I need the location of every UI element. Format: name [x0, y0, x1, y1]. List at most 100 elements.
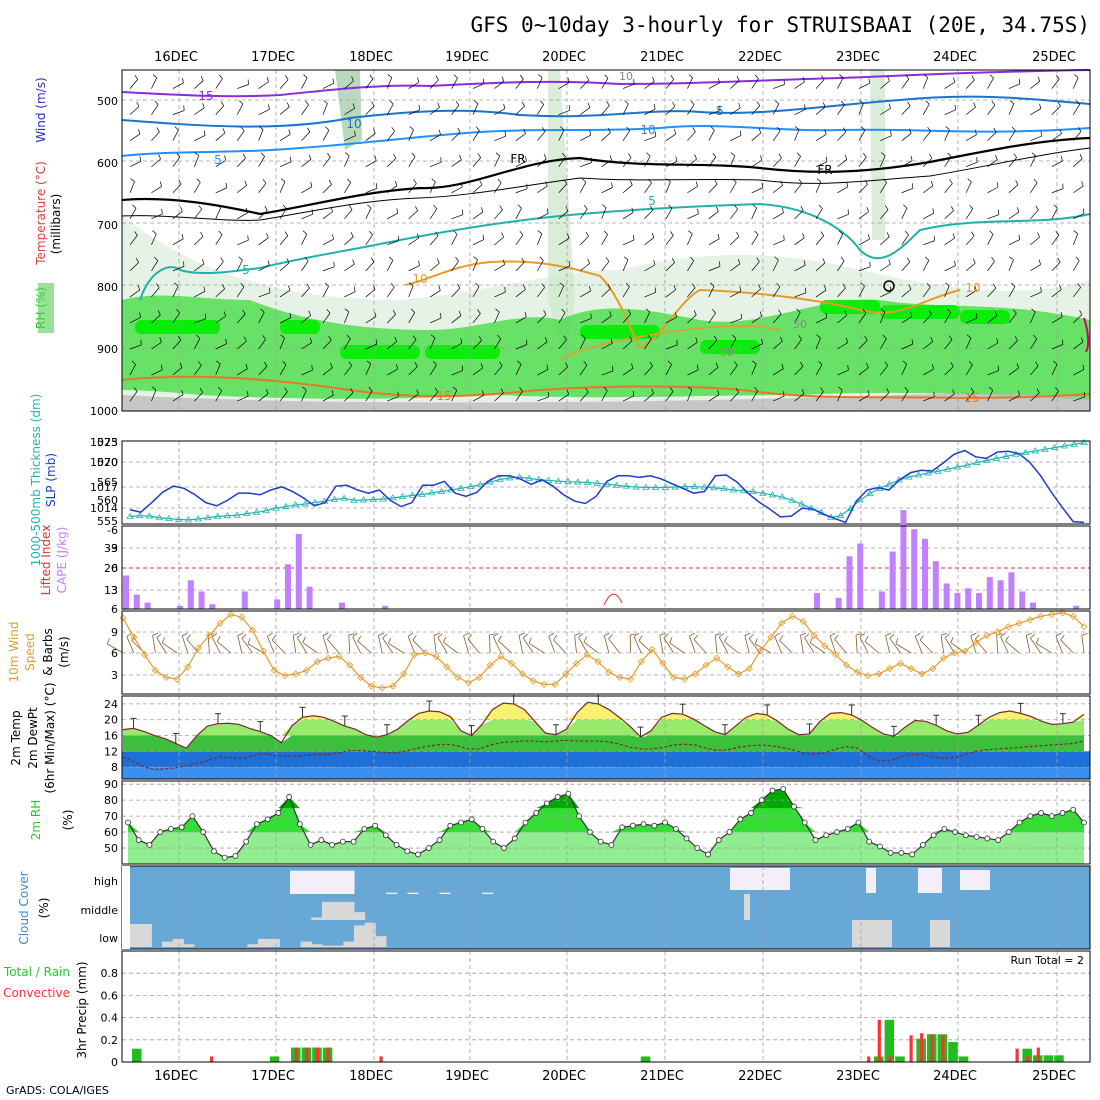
wind-barb-flag: [947, 152, 952, 157]
lifted-index-label: Lifted Index: [39, 525, 53, 596]
wind-barb: [729, 155, 736, 167]
wind-speed-point: [626, 675, 635, 683]
cloud-high-bar: [311, 870, 323, 894]
wind-barb: [665, 181, 671, 193]
thickness-point: [1070, 440, 1078, 447]
rh-point: [221, 854, 228, 861]
temp-10-branch: [559, 325, 781, 361]
wind-barb-flag: [809, 637, 814, 643]
wind-barb-flag: [370, 257, 375, 263]
wind-barb: [172, 266, 185, 272]
wind-barb: [601, 105, 610, 115]
temp-2m-label: 2m Temp: [9, 710, 23, 765]
cape-bar: [1030, 602, 1037, 609]
rh-point: [1016, 819, 1023, 826]
wind-barb-flag: [696, 364, 699, 370]
wind-barb-flag: [260, 152, 265, 157]
wind-barb: [498, 640, 512, 654]
wind-barb-flag: [1034, 361, 1039, 367]
wind-barb-flag: [971, 231, 975, 237]
rh-point: [458, 819, 464, 826]
cloud-middle-bar: [311, 917, 323, 920]
wind-barb-flag: [976, 157, 978, 163]
wind-barb-flag: [216, 360, 221, 365]
wind-barb-flag: [800, 205, 804, 211]
wind-barb-flag: [971, 75, 975, 81]
wind-barb: [858, 313, 867, 324]
precip-convective-bar: [877, 1019, 881, 1062]
wind-barb: [279, 106, 290, 115]
wind-barb-flag: [1082, 208, 1085, 214]
wind-barb: [772, 185, 783, 194]
wind-barb-flag: [611, 182, 613, 188]
thickness-point: [729, 486, 738, 493]
wind-barb-flag: [738, 103, 741, 109]
wind-units-label: (m/s): [57, 636, 71, 667]
wind-barb: [1000, 636, 1009, 654]
wind-barb: [386, 260, 394, 272]
wind-barb: [944, 637, 955, 654]
wind-barb-flag: [996, 338, 999, 344]
rh-point: [995, 837, 1001, 843]
wind-barb: [322, 286, 329, 298]
wind-barb: [580, 134, 591, 141]
wind-barb: [267, 636, 275, 654]
wind-barb-flag: [200, 75, 204, 81]
wind-barb: [1008, 157, 1017, 167]
cloud-patch: [852, 920, 892, 947]
wind-barb: [301, 159, 312, 167]
wind-barb-flag: [989, 74, 994, 79]
date-label: 22DEC: [738, 50, 782, 65]
wind-barb-flag: [460, 182, 463, 188]
wind-barb-flag: [669, 637, 673, 644]
wind-barb: [194, 135, 206, 141]
wind-barb-flag: [519, 231, 524, 236]
wind-barb-flag: [930, 336, 933, 342]
wind-barb: [451, 186, 463, 194]
wind-barb: [215, 288, 225, 298]
wind-speed-point: [486, 661, 494, 669]
wind-barb: [258, 312, 265, 324]
date-label: 19DEC: [445, 1069, 489, 1084]
wind-barb-flag: [1015, 180, 1019, 185]
wind-barb-flag: [179, 362, 183, 368]
thickness-point: [243, 509, 251, 517]
wind-barb: [665, 79, 674, 89]
wind-barb-flag: [126, 632, 133, 637]
wind-speed-point: [205, 631, 213, 640]
wind-barb: [1030, 264, 1041, 272]
wind-barb: [772, 103, 780, 115]
temp-tick: 20: [104, 714, 118, 727]
wind-barb: [387, 341, 397, 350]
wind-barb-flag: [631, 363, 634, 369]
wind-barb-flag: [409, 126, 414, 130]
wind-barb-flag: [1018, 234, 1021, 240]
wind-barb-flag: [499, 361, 503, 367]
wind-barb-flag: [822, 258, 826, 264]
wind-barb-flag: [541, 127, 546, 132]
wind-barb: [558, 285, 564, 298]
wind-barb: [151, 389, 157, 402]
wind-barb-flag: [258, 126, 264, 130]
wind-barb-flag: [541, 283, 545, 288]
wind-barb-flag: [543, 154, 547, 159]
wind-barb-flag: [889, 633, 895, 639]
thickness-point: [544, 476, 553, 483]
wind-barb-flag: [412, 335, 417, 340]
wind-barb: [922, 314, 932, 324]
cape-bar: [176, 605, 183, 609]
wind-barb-flag: [778, 309, 782, 315]
rh-point: [866, 838, 873, 845]
wind-barb-flag: [585, 231, 589, 237]
contour-label: FR: [817, 163, 832, 177]
rh-point: [146, 841, 153, 848]
wind-barb: [365, 288, 376, 298]
wind-barb: [601, 187, 613, 194]
wind-barb: [258, 81, 269, 89]
wind-barb: [558, 339, 567, 350]
wind-barb: [923, 185, 934, 194]
wind-barb: [622, 184, 633, 194]
wind-barb-flag: [151, 386, 157, 391]
wind-barb: [901, 234, 909, 246]
wind-barb: [858, 211, 869, 220]
